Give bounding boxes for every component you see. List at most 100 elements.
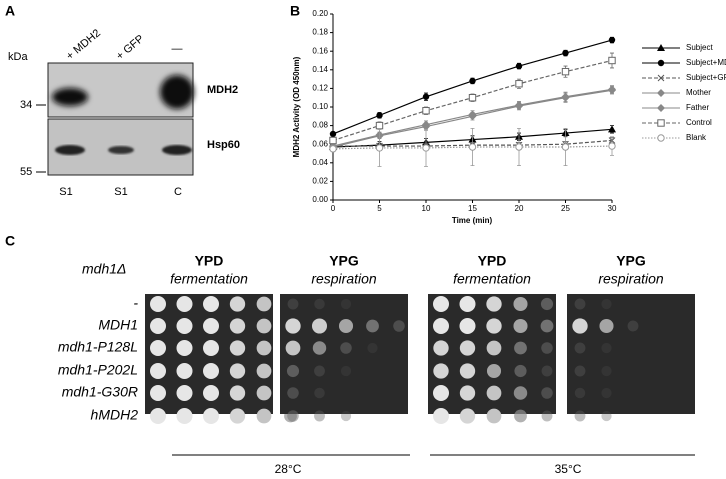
marker bbox=[468, 143, 477, 151]
yeast-spot bbox=[314, 387, 325, 399]
x-tick-label: 0 bbox=[331, 204, 336, 213]
plate-medium: YPG bbox=[329, 253, 359, 269]
yeast-spot bbox=[486, 363, 502, 379]
yeast-spot bbox=[256, 363, 272, 379]
yeast-spot bbox=[513, 386, 528, 400]
yeast-spot bbox=[601, 298, 612, 310]
yeast-spot bbox=[229, 385, 246, 401]
marker bbox=[375, 121, 384, 130]
yeast-spot bbox=[627, 320, 639, 332]
row-label: MDH1 bbox=[98, 317, 138, 333]
yeast-spot bbox=[203, 340, 219, 356]
lane-label: C bbox=[174, 186, 182, 198]
yeast-spot bbox=[150, 340, 166, 356]
yeast-spot bbox=[203, 296, 219, 312]
plate-condition: fermentation bbox=[170, 271, 248, 287]
yeast-spot bbox=[541, 410, 553, 422]
marker bbox=[657, 74, 665, 82]
yeast-spot bbox=[150, 318, 166, 334]
yeast-spot bbox=[459, 408, 476, 424]
marker bbox=[561, 143, 570, 151]
plate bbox=[280, 294, 408, 414]
yeast-spot bbox=[229, 340, 246, 356]
yeast-spot bbox=[572, 318, 588, 334]
yeast-spot bbox=[150, 296, 166, 312]
yeast-spot bbox=[367, 342, 378, 354]
y-tick-label: 0.16 bbox=[312, 46, 328, 55]
marker bbox=[422, 93, 430, 100]
legend-label: Subject bbox=[686, 43, 713, 52]
legend-label: Blank bbox=[686, 133, 707, 142]
marker bbox=[657, 59, 665, 67]
marker bbox=[422, 107, 430, 115]
yeast-spot bbox=[314, 365, 325, 377]
marker bbox=[329, 130, 337, 138]
temperature-label: 28°C bbox=[275, 462, 302, 476]
marker bbox=[468, 112, 477, 121]
yeast-spot bbox=[150, 363, 166, 379]
lane-label: S1 bbox=[114, 186, 127, 198]
yeast-spot bbox=[285, 340, 301, 356]
x-tick-label: 5 bbox=[377, 204, 382, 213]
yeast-spot bbox=[203, 408, 219, 424]
yeast-spot bbox=[574, 365, 586, 377]
yeast-spot bbox=[256, 408, 272, 424]
yeast-spot bbox=[601, 410, 612, 422]
yeast-spot bbox=[314, 410, 325, 422]
marker bbox=[515, 102, 523, 111]
yeast-spot bbox=[514, 341, 527, 355]
marker bbox=[608, 36, 616, 44]
yeast-spot bbox=[256, 340, 272, 356]
yeast-spot bbox=[514, 409, 527, 423]
row-label: hMDH2 bbox=[91, 407, 139, 423]
y-tick-label: 0.08 bbox=[312, 121, 328, 130]
yeast-spot bbox=[574, 342, 586, 354]
yeast-spot bbox=[229, 296, 246, 312]
yeast-spot bbox=[433, 340, 449, 356]
yeast-spot bbox=[459, 363, 476, 379]
yeast-spot bbox=[433, 408, 449, 424]
yeast-spot bbox=[574, 387, 586, 399]
yeast-spot bbox=[393, 320, 405, 332]
legend-label: Subject+GFP bbox=[686, 73, 726, 82]
marker bbox=[657, 119, 665, 127]
y-tick-label: 0.10 bbox=[312, 102, 328, 111]
strain-label: mdh1Δ bbox=[82, 261, 126, 277]
yeast-spot bbox=[312, 341, 327, 355]
yeast-spot bbox=[285, 318, 301, 334]
yeast-spot bbox=[366, 319, 379, 333]
yeast-spot bbox=[203, 318, 219, 334]
marker bbox=[657, 134, 665, 142]
unit-label: kDa bbox=[8, 51, 28, 63]
yeast-spot bbox=[176, 363, 193, 379]
yeast-spot bbox=[340, 342, 352, 354]
yeast-spot bbox=[459, 296, 476, 312]
row-label: mdh1-G30R bbox=[62, 384, 138, 400]
y-tick-label: 0.04 bbox=[312, 158, 328, 167]
y-tick-label: 0.02 bbox=[312, 177, 328, 186]
yeast-spot bbox=[287, 410, 299, 422]
yeast-spot bbox=[229, 363, 246, 379]
yeast-spot bbox=[599, 318, 614, 334]
yeast-spot bbox=[203, 385, 219, 401]
y-tick-label: 0.00 bbox=[312, 195, 328, 204]
band bbox=[160, 75, 194, 109]
yeast-spot bbox=[229, 318, 246, 334]
x-tick-label: 30 bbox=[608, 204, 617, 213]
band-label: MDH2 bbox=[207, 84, 238, 96]
lane-label: + MDH2 bbox=[64, 27, 103, 62]
marker bbox=[608, 86, 616, 95]
y-tick-label: 0.20 bbox=[312, 9, 328, 18]
plate-medium: YPG bbox=[616, 253, 646, 269]
panel-label: A bbox=[5, 3, 15, 19]
panel-label: C bbox=[5, 233, 15, 249]
plate-medium: YPD bbox=[195, 253, 224, 269]
marker bbox=[515, 143, 523, 151]
yeast-spot bbox=[203, 363, 219, 379]
yeast-spot bbox=[541, 387, 553, 399]
y-tick-label: 0.06 bbox=[312, 139, 328, 148]
lane-label: — bbox=[172, 43, 183, 55]
marker bbox=[608, 125, 616, 133]
marker bbox=[608, 142, 616, 150]
